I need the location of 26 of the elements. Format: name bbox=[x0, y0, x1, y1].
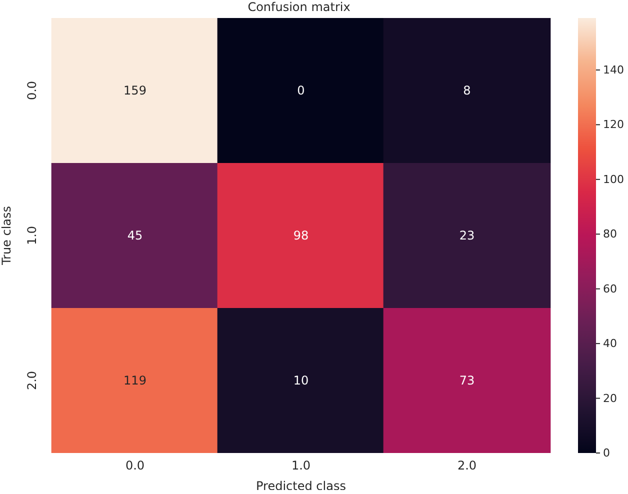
color-bar-label: 60 bbox=[603, 282, 617, 296]
y-tick-label: 0.0 bbox=[25, 80, 39, 100]
data-label: 159 bbox=[124, 84, 146, 98]
data-label: 73 bbox=[459, 374, 475, 388]
x-tick-label: 1.0 bbox=[291, 458, 311, 473]
data-label: 23 bbox=[459, 228, 475, 242]
x-tick-label: 2.0 bbox=[457, 458, 477, 473]
color-bar-label: 40 bbox=[603, 337, 617, 350]
y-tick-label: 1.0 bbox=[25, 226, 39, 246]
x-axis-title: Predicted class bbox=[256, 479, 346, 493]
data-label: 45 bbox=[127, 228, 143, 242]
chart-title: Confusion matrix bbox=[246, 0, 352, 14]
color-bar-label: 20 bbox=[603, 392, 617, 405]
color-bar-label: 100 bbox=[603, 172, 624, 186]
x-tick-label: 0.0 bbox=[125, 458, 145, 473]
data-label: 0 bbox=[297, 84, 305, 98]
color-bar-label: 0 bbox=[603, 446, 610, 460]
color-bar-label: 140 bbox=[603, 63, 624, 76]
data-label: 10 bbox=[293, 374, 309, 388]
y-axis-title: True class bbox=[0, 206, 14, 266]
y-tick-label: 2.0 bbox=[25, 370, 39, 390]
data-label: 98 bbox=[293, 228, 309, 242]
color-bar-label: 80 bbox=[603, 228, 617, 241]
color-bar-label: 120 bbox=[603, 118, 624, 132]
data-label: 8 bbox=[463, 84, 471, 98]
data-label: 119 bbox=[124, 374, 146, 388]
